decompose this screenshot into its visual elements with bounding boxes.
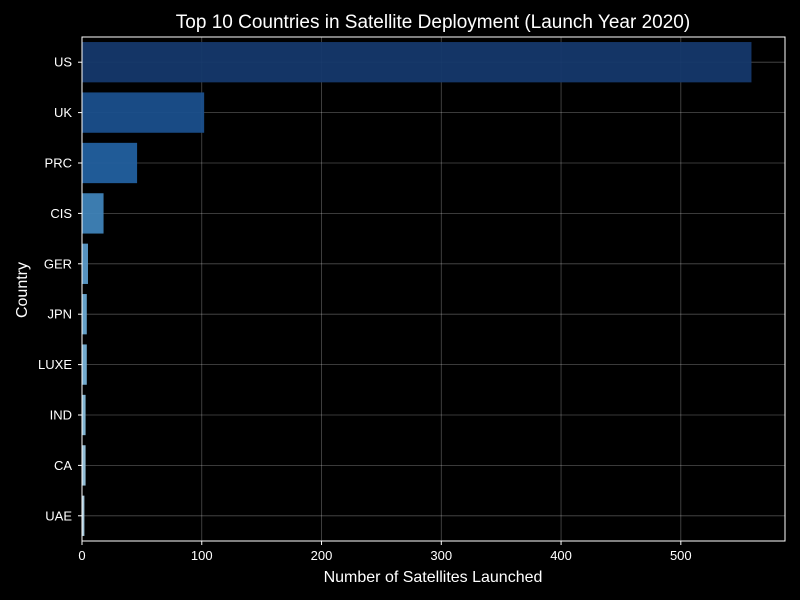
plot-frame — [81, 36, 786, 542]
x-axis-label: Number of Satellites Launched — [324, 569, 543, 586]
x-tick-label: 300 — [430, 548, 452, 563]
y-tick-label: PRC — [45, 156, 72, 171]
y-tick-label: IND — [50, 408, 72, 423]
bar-prc — [82, 142, 138, 184]
y-tick-label: US — [54, 55, 72, 70]
x-tick-label: 0 — [78, 548, 85, 563]
bar-uae — [82, 495, 85, 536]
bar-uk — [82, 92, 205, 133]
grid — [81, 37, 785, 541]
y-tick-label: UK — [54, 105, 72, 120]
x-axis-ticks: 0 100 200 300 400 500 — [78, 541, 692, 563]
x-tick-label: 400 — [550, 548, 572, 563]
y-tick-label: CA — [54, 458, 72, 473]
y-tick-label: LUXE — [38, 357, 72, 372]
bar-jpn — [82, 294, 87, 335]
bars — [82, 42, 752, 536]
bar-ger — [82, 243, 88, 284]
bar-cis — [82, 193, 104, 234]
bar-ind — [82, 394, 86, 436]
bar-luxe — [82, 344, 87, 385]
chart-title: Top 10 Countries in Satellite Deployment… — [176, 12, 690, 33]
y-tick-label: JPN — [47, 307, 72, 322]
y-axis-label: Country — [14, 262, 31, 318]
x-tick-label: 200 — [311, 548, 333, 563]
x-tick-label: 500 — [670, 548, 692, 563]
bar-ca — [82, 445, 86, 486]
x-tick-label: 100 — [191, 548, 213, 563]
y-tick-label: UAE — [45, 508, 72, 523]
y-axis-ticks: US UK PRC CIS GER JPN LUXE IND CA UAE — [38, 55, 82, 523]
y-tick-label: CIS — [50, 206, 72, 221]
bar-us — [82, 42, 752, 83]
y-tick-label: GER — [44, 256, 72, 271]
